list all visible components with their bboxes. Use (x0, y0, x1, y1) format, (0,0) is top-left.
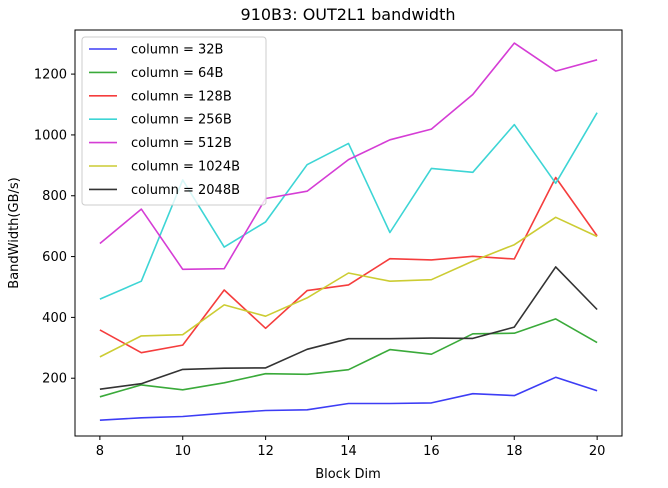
legend-label: column = 32B (131, 43, 223, 58)
series-line-column-32b (99, 376, 598, 421)
legend: column = 32B column = 64B column = 128B col… (81, 36, 267, 206)
x-tick-label: 12 (257, 444, 274, 459)
legend-label: column = 64B (131, 66, 223, 81)
legend-label: column = 1024B (131, 160, 240, 175)
y-axis-label: BandWidth(GB/s) (7, 177, 22, 288)
x-tick-label: 18 (506, 444, 523, 459)
y-tick-label: 400 (42, 311, 67, 326)
x-tick-label: 10 (174, 444, 191, 459)
legend-box (81, 36, 267, 206)
y-axis: 200 400 600 800 1000 1200 (34, 68, 75, 387)
y-tick-label: 1200 (34, 68, 67, 83)
y-tick-label: 600 (42, 250, 67, 265)
chart-title: 910B3: OUT2L1 bandwidth (241, 5, 456, 24)
x-tick-label: 14 (340, 444, 357, 459)
legend-label: column = 128B (131, 89, 232, 104)
legend-label: column = 512B (131, 136, 232, 151)
series-line-column-512b (99, 42, 598, 271)
x-axis-label: Block Dim (315, 467, 381, 482)
legend-label: column = 256B (131, 113, 232, 128)
series-line-column-128b (99, 176, 598, 354)
x-tick-label: 20 (589, 444, 606, 459)
series-line-column-1024b (99, 216, 598, 358)
series-line-column-64b (99, 318, 598, 398)
x-tick-label: 8 (96, 444, 104, 459)
y-tick-label: 800 (42, 189, 67, 204)
y-tick-label: 1000 (34, 128, 67, 143)
x-axis: 8 10 12 14 16 18 20 (96, 436, 606, 459)
y-tick-label: 200 (42, 372, 67, 387)
series-line-column-2048b (99, 266, 598, 390)
x-tick-label: 16 (423, 444, 440, 459)
legend-label: column = 2048B (131, 183, 240, 198)
